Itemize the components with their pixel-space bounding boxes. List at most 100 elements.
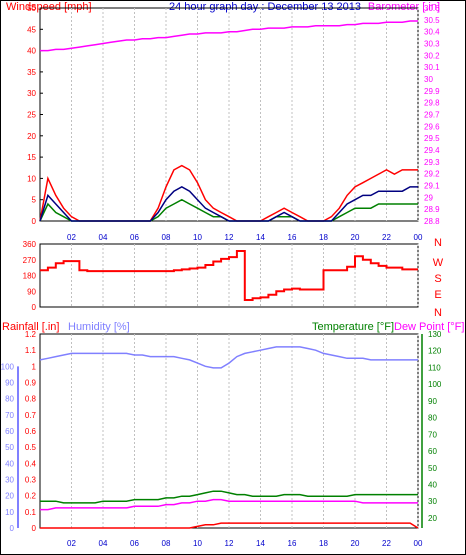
temperature-tick-label: 50 bbox=[428, 464, 437, 473]
rainfall-tick-label: 0 bbox=[32, 524, 37, 533]
x-tick-label: 12 bbox=[225, 233, 234, 242]
barometer-tick-label: 30.3 bbox=[424, 40, 440, 49]
barometer-tick-label: 30.4 bbox=[424, 28, 440, 37]
wind-tick-label: 45 bbox=[27, 25, 36, 34]
rainfall-tick-label: 0.4 bbox=[25, 459, 37, 468]
dewpoint-axis-label: Dew Point [°F] bbox=[394, 321, 464, 333]
rainfall-tick-label: 1.1 bbox=[25, 346, 37, 355]
graph-title: 24 hour graph day : December 13 2013 bbox=[169, 1, 361, 13]
direction-tick-label: 180 bbox=[23, 272, 37, 281]
x-tick-label: 10 bbox=[193, 539, 202, 548]
temperature-tick-label: 70 bbox=[428, 430, 437, 439]
barometer-tick-label: 29.4 bbox=[424, 146, 440, 155]
wind-tick-label: 20 bbox=[27, 132, 36, 141]
wind-tick-label: 50 bbox=[27, 4, 36, 13]
barometer-tick-label: 29.6 bbox=[424, 122, 440, 131]
rainfall-tick-label: 0.1 bbox=[25, 508, 37, 517]
humidity-tick-label: 50 bbox=[5, 443, 14, 452]
rainfall-tick-label: 0.6 bbox=[25, 427, 37, 436]
direction-tick-label: 360 bbox=[23, 240, 37, 249]
x-tick-label: 16 bbox=[288, 233, 297, 242]
barometer-tick-label: 29 bbox=[424, 193, 433, 202]
barometer-tick-label: 29.7 bbox=[424, 111, 440, 120]
rainfall-tick-label: 0.8 bbox=[25, 395, 37, 404]
avg-series-line bbox=[39, 186, 418, 222]
humidity-tick-label: 20 bbox=[5, 492, 14, 501]
humidity-tick-label: 60 bbox=[5, 427, 14, 436]
barometer-tick-label: 29.1 bbox=[424, 182, 440, 191]
temperature-tick-label: 40 bbox=[428, 481, 437, 490]
compass-label: E bbox=[434, 289, 441, 301]
x-tick-label: 18 bbox=[319, 233, 328, 242]
compass-label: S bbox=[434, 273, 441, 285]
temperature-tick-label: 100 bbox=[428, 380, 442, 389]
humidity-tick-label: 100 bbox=[1, 362, 15, 371]
barometer-tick-label: 30.2 bbox=[424, 51, 440, 60]
x-tick-label: 10 bbox=[193, 233, 202, 242]
temp-series-line bbox=[40, 490, 418, 504]
humidity-tick-label: 90 bbox=[5, 379, 14, 388]
rainfall-tick-label: 1 bbox=[32, 362, 37, 371]
compass-label: N bbox=[434, 307, 442, 319]
temperature-tick-label: 110 bbox=[428, 363, 441, 372]
compass-label: N bbox=[434, 237, 442, 249]
x-tick-label: 12 bbox=[225, 539, 234, 548]
x-tick-label: 14 bbox=[256, 539, 265, 548]
barometer-tick-label: 30.1 bbox=[424, 63, 440, 72]
wind-tick-label: 0 bbox=[32, 217, 37, 226]
wind-tick-label: 30 bbox=[27, 89, 36, 98]
humidity-tick-label: 30 bbox=[5, 476, 14, 485]
x-tick-label: 06 bbox=[130, 539, 139, 548]
wind-tick-label: 10 bbox=[27, 174, 36, 183]
barometer-tick-label: 29.9 bbox=[424, 87, 440, 96]
baro-series-line bbox=[40, 20, 418, 52]
temperature-tick-label: 20 bbox=[428, 514, 437, 523]
barometer-tick-label: 29.5 bbox=[424, 134, 440, 143]
x-tick-label: 18 bbox=[319, 539, 328, 548]
barometer-tick-label: 30.5 bbox=[424, 16, 440, 25]
temperature-tick-label: 80 bbox=[428, 414, 437, 423]
x-tick-label: 08 bbox=[162, 539, 171, 548]
rain-humidity-temp-panel: Rainfall [.in] Humidity [%] Temperature … bbox=[1, 321, 465, 548]
direction-tick-label: 270 bbox=[23, 256, 37, 265]
wind-tick-label: 40 bbox=[27, 47, 36, 56]
wind-tick-label: 35 bbox=[27, 68, 36, 77]
humidity-tick-label: 0 bbox=[10, 524, 15, 533]
x-tick-label: 20 bbox=[351, 539, 360, 548]
compass-label: W bbox=[433, 257, 444, 269]
humidity-tick-label: 10 bbox=[5, 508, 14, 517]
x-tick-label: 04 bbox=[99, 233, 108, 242]
temperature-axis-label: Temperature [°F] bbox=[312, 321, 394, 333]
barometer-tick-label: 28.8 bbox=[424, 217, 440, 226]
x-tick-label: 04 bbox=[99, 539, 108, 548]
rainfall-tick-label: 0.5 bbox=[25, 443, 37, 452]
x-tick-label: 14 bbox=[256, 233, 265, 242]
rainfall-axis-label: Rainfall [.in] bbox=[2, 321, 59, 333]
wind-tick-label: 25 bbox=[27, 111, 36, 120]
x-tick-label: 22 bbox=[382, 539, 391, 548]
windspeed-axis-label: Windspeed [mph] bbox=[6, 1, 92, 13]
x-tick-label: 16 bbox=[288, 539, 297, 548]
wind-tick-label: 5 bbox=[32, 196, 37, 205]
direction-tick-label: 90 bbox=[27, 287, 36, 296]
direction-tick-label: 0 bbox=[32, 303, 37, 312]
barometer-tick-label: 30 bbox=[424, 75, 433, 84]
direction-series-line bbox=[40, 250, 418, 301]
barometer-tick-label: 28.9 bbox=[424, 205, 440, 214]
dew-series-line bbox=[40, 498, 418, 511]
barometer-tick-label: 30.6 bbox=[424, 4, 440, 13]
rainfall-tick-label: 0.2 bbox=[25, 492, 37, 501]
x-tick-label: 08 bbox=[162, 233, 171, 242]
x-tick-label: 02 bbox=[67, 539, 76, 548]
temperature-tick-label: 60 bbox=[428, 447, 437, 456]
rainfall-tick-label: 0.7 bbox=[25, 411, 37, 420]
humidity-tick-label: 40 bbox=[5, 459, 14, 468]
temperature-tick-label: 30 bbox=[428, 497, 437, 506]
humidity-series-line bbox=[39, 346, 418, 369]
rainfall-tick-label: 0.3 bbox=[25, 476, 37, 485]
x-tick-label: 20 bbox=[351, 233, 360, 242]
rainfall-tick-label: 1.2 bbox=[25, 330, 37, 339]
barometer-tick-label: 29.3 bbox=[424, 158, 440, 167]
